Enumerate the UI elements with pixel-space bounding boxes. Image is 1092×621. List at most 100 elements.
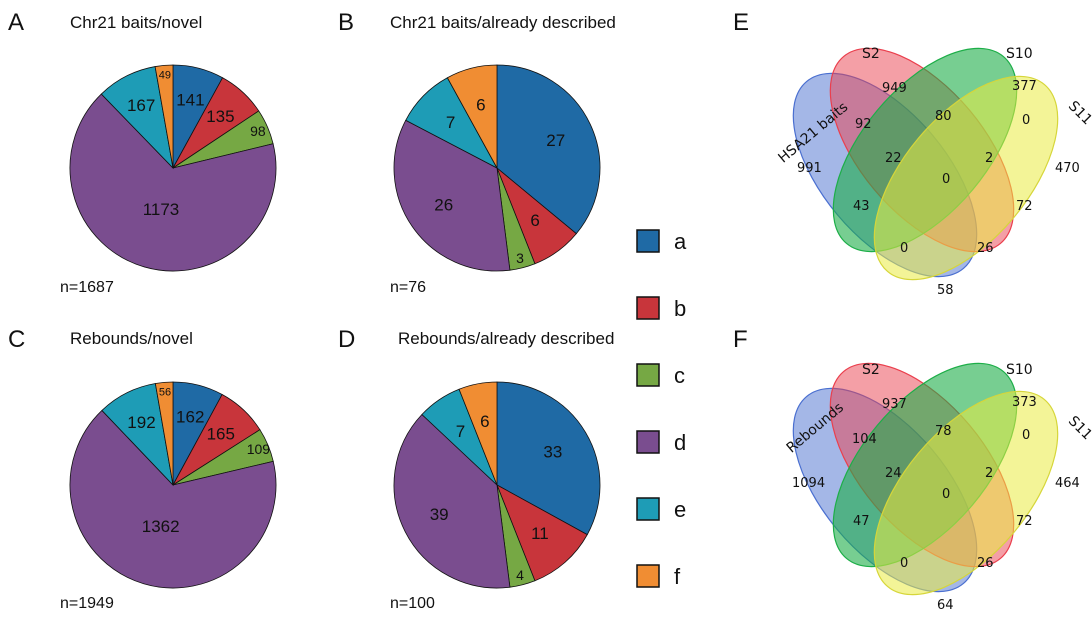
- venn-e-region: 0: [900, 241, 908, 256]
- pie-slice-a: [496, 64, 601, 235]
- pie-c-title: Rebounds/novel: [70, 329, 193, 348]
- pie-slice-d: [393, 413, 511, 589]
- pie-slice-label-d: 39: [430, 505, 449, 524]
- venn-e-region: 43: [853, 199, 870, 214]
- pie-slice-d: [393, 119, 511, 272]
- pie-slice-label-d: 1173: [143, 200, 180, 219]
- pie-slice-label-a: 141: [176, 91, 204, 110]
- panel-label-d: D: [338, 326, 355, 353]
- pie-slice-d: [69, 409, 277, 589]
- pie-slice-label-f: 49: [159, 70, 171, 82]
- venn-e-region: 2: [985, 151, 993, 166]
- legend-swatch-f: [636, 564, 660, 588]
- pie-slice-label-a: 162: [176, 408, 204, 427]
- venn-f-set-4: [873, 390, 1059, 596]
- pie-slice-label-c: 98: [250, 123, 266, 139]
- venn-f-region: 24: [885, 466, 902, 481]
- venn-e-set-label-4: S11: [1065, 98, 1092, 128]
- venn-e-region: 72: [1016, 199, 1033, 214]
- venn-diagram-e: HSA21 baits S2 S10 S11 991 949 377 470 9…: [775, 46, 1092, 298]
- pie-slice-label-c: 4: [516, 567, 524, 583]
- pie-c-n-label: n=1949: [60, 595, 114, 612]
- legend-swatch-c: [636, 363, 660, 387]
- venn-e-region: 470: [1055, 161, 1080, 176]
- venn-f-region: 937: [882, 397, 907, 412]
- pie-slice-f: [458, 381, 498, 486]
- venn-f-set-label-3: S10: [1006, 362, 1033, 378]
- pie-slice-f: [446, 64, 498, 169]
- pie-slice-a: [496, 381, 601, 536]
- pie-slice-label-b: 135: [206, 107, 234, 126]
- legend-label-a: a: [674, 229, 687, 254]
- panel-label-e: E: [733, 9, 749, 36]
- venn-e-region: 22: [885, 151, 902, 166]
- pie-slice-label-e: 7: [446, 113, 455, 132]
- pie-chart-b: 27 6 3 26 7 6: [393, 64, 601, 272]
- pie-slice-label-c: 3: [516, 250, 524, 266]
- venn-f-region: 78: [935, 424, 952, 439]
- venn-e-region: 949: [882, 81, 907, 96]
- venn-f-region: 373: [1012, 395, 1037, 410]
- legend-label-e: e: [674, 497, 686, 522]
- legend: a b c d e f: [636, 229, 687, 589]
- legend-label-d: d: [674, 430, 686, 455]
- venn-e-region: 0: [1022, 113, 1030, 128]
- venn-e-set-4: [873, 75, 1059, 281]
- venn-e-region: 58: [937, 283, 954, 298]
- panel-label-c: C: [8, 326, 25, 353]
- pie-slice-f: [154, 64, 174, 169]
- legend-label-f: f: [674, 564, 681, 589]
- venn-f-region: 464: [1055, 476, 1080, 491]
- pie-slice-label-b: 11: [531, 524, 549, 543]
- venn-f-set-label-4: S11: [1065, 413, 1092, 443]
- pie-slice-label-d: 1362: [142, 517, 180, 536]
- venn-e-region: 377: [1012, 79, 1037, 94]
- venn-f-region: 72: [1016, 514, 1033, 529]
- pie-slice-label-e: 192: [127, 413, 155, 432]
- venn-f-region: 0: [900, 556, 908, 571]
- venn-e-region: 92: [855, 117, 872, 132]
- pie-slice-f: [154, 381, 174, 486]
- legend-swatch-a: [636, 229, 660, 253]
- legend-label-b: b: [674, 296, 686, 321]
- venn-f-region: 0: [942, 487, 950, 502]
- legend-swatch-e: [636, 497, 660, 521]
- venn-f-set-label-2: S2: [862, 362, 880, 378]
- pie-b-title: Chr21 baits/already described: [390, 13, 616, 32]
- legend-swatch-d: [636, 430, 660, 454]
- venn-f-region: 47: [853, 514, 870, 529]
- venn-f-region: 104: [852, 432, 877, 447]
- panel-label-f: F: [733, 326, 748, 353]
- pie-slice-d: [69, 93, 277, 272]
- pie-slice-label-f: 56: [159, 387, 171, 399]
- pie-slice-label-d: 26: [434, 196, 453, 215]
- panel-label-b: B: [338, 9, 354, 36]
- venn-e-set-label-3: S10: [1006, 46, 1033, 62]
- pie-slice-label-a: 27: [546, 131, 565, 150]
- venn-e-region: 991: [797, 161, 822, 176]
- panel-label-a: A: [8, 9, 24, 36]
- pie-d-title: Rebounds/already described: [398, 329, 614, 348]
- pie-slice-label-f: 6: [476, 96, 485, 115]
- pie-slice-b: [496, 484, 588, 582]
- venn-e-set-label-2: S2: [862, 46, 880, 62]
- legend-swatch-b: [636, 296, 660, 320]
- pie-a-title: Chr21 baits/novel: [70, 13, 202, 32]
- pie-d-n-label: n=100: [390, 595, 435, 612]
- pie-slice-label-e: 167: [127, 96, 155, 115]
- venn-e-region: 26: [977, 241, 994, 256]
- pie-slice-label-b: 165: [207, 424, 235, 443]
- venn-f-region: 2: [985, 466, 993, 481]
- venn-diagram-f: Rebounds S2 S10 S11 1094 937 373 464 104…: [784, 362, 1092, 613]
- venn-f-region: 1094: [792, 476, 825, 491]
- venn-f-region: 0: [1022, 428, 1030, 443]
- venn-f-region: 64: [937, 598, 954, 613]
- venn-f-region: 26: [977, 556, 994, 571]
- venn-e-region: 0: [942, 172, 950, 187]
- pie-b-n-label: n=76: [390, 279, 426, 296]
- pie-slice-label-e: 7: [456, 422, 465, 441]
- pie-chart-d: 33 11 4 39 76: [393, 381, 601, 589]
